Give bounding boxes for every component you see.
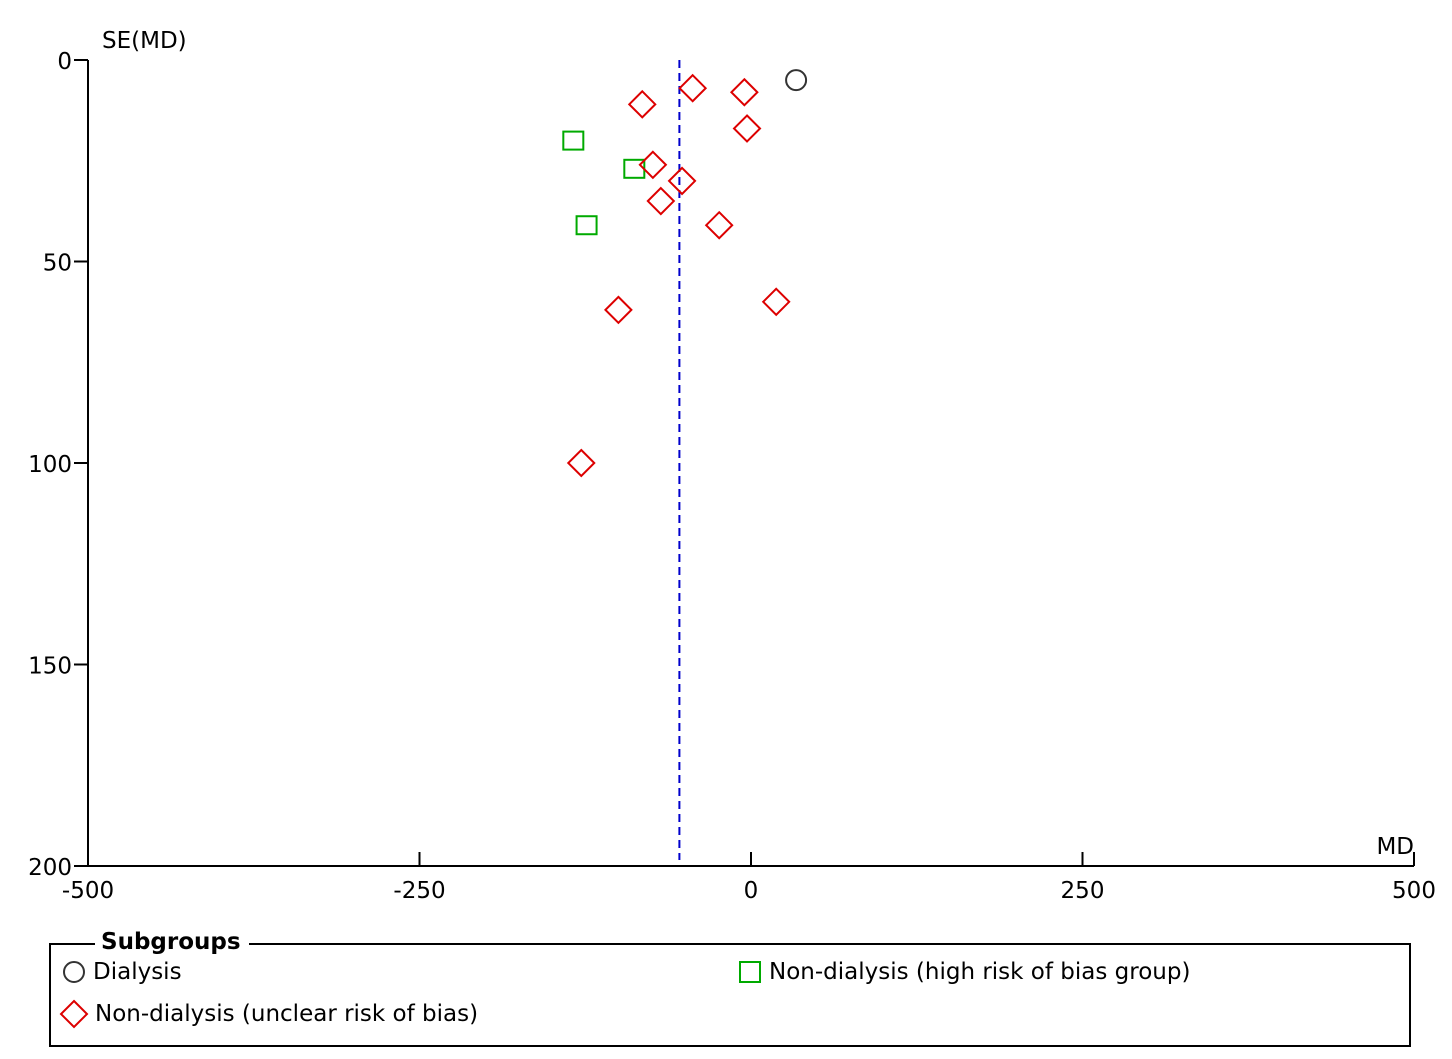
x-tick-label: 250	[1061, 878, 1105, 904]
x-tick-label: -500	[62, 878, 114, 904]
data-point-high-risk	[575, 215, 598, 236]
data-point-unclear-risk	[638, 150, 668, 180]
legend-item-high-risk: Non-dialysis (high risk of bias group)	[737, 959, 1190, 985]
data-point-dialysis	[785, 69, 808, 92]
data-point-unclear-risk	[729, 77, 759, 107]
legend-item-unclear-risk: Non-dialysis (unclear risk of bias)	[59, 999, 478, 1029]
x-axis-label: MD	[1376, 834, 1414, 860]
legend-label-high-risk: Non-dialysis (high risk of bias group)	[769, 959, 1191, 985]
data-point-unclear-risk	[603, 295, 633, 325]
data-points	[562, 69, 808, 478]
data-point-unclear-risk	[761, 287, 791, 317]
funnel-plot: 0 50 100 150 200-500 -250 0 250 500 SE(MD) MD	[28, 28, 1436, 904]
x-tick-label: -250	[393, 878, 445, 904]
legend-label-dialysis: Dialysis	[93, 959, 182, 985]
legend-title: Subgroups	[95, 929, 249, 955]
legend-item-dialysis: Dialysis	[61, 959, 182, 985]
y-tick-label: 150	[28, 654, 72, 680]
y-tick-label: 50	[43, 251, 72, 277]
x-tick-label: 500	[1392, 878, 1436, 904]
square-marker-icon	[739, 961, 761, 983]
data-point-unclear-risk	[732, 114, 762, 143]
circle-marker-icon	[63, 961, 85, 983]
x-tick-label: 0	[744, 878, 759, 904]
axes: 0 50 100 150 200-500 -250 0 250 500 SE(MD) MD	[28, 28, 1436, 904]
data-point-unclear-risk	[646, 186, 676, 216]
y-tick-label: 0	[57, 49, 72, 75]
data-point-unclear-risk	[704, 210, 734, 240]
y-tick-label: 200	[28, 855, 72, 881]
y-axis-label: SE(MD)	[102, 28, 187, 54]
data-point-unclear-risk	[678, 73, 708, 103]
diamond-marker-icon	[59, 999, 89, 1029]
legend: Subgroups Dialysis Non-dialysis (high ri…	[49, 929, 1411, 1047]
data-point-unclear-risk	[667, 166, 697, 196]
legend-label-unclear-risk: Non-dialysis (unclear risk of bias)	[95, 1001, 479, 1027]
data-point-unclear-risk	[627, 89, 657, 119]
data-point-high-risk	[562, 130, 585, 151]
y-tick-label: 100	[28, 452, 72, 478]
data-point-unclear-risk	[566, 448, 596, 478]
